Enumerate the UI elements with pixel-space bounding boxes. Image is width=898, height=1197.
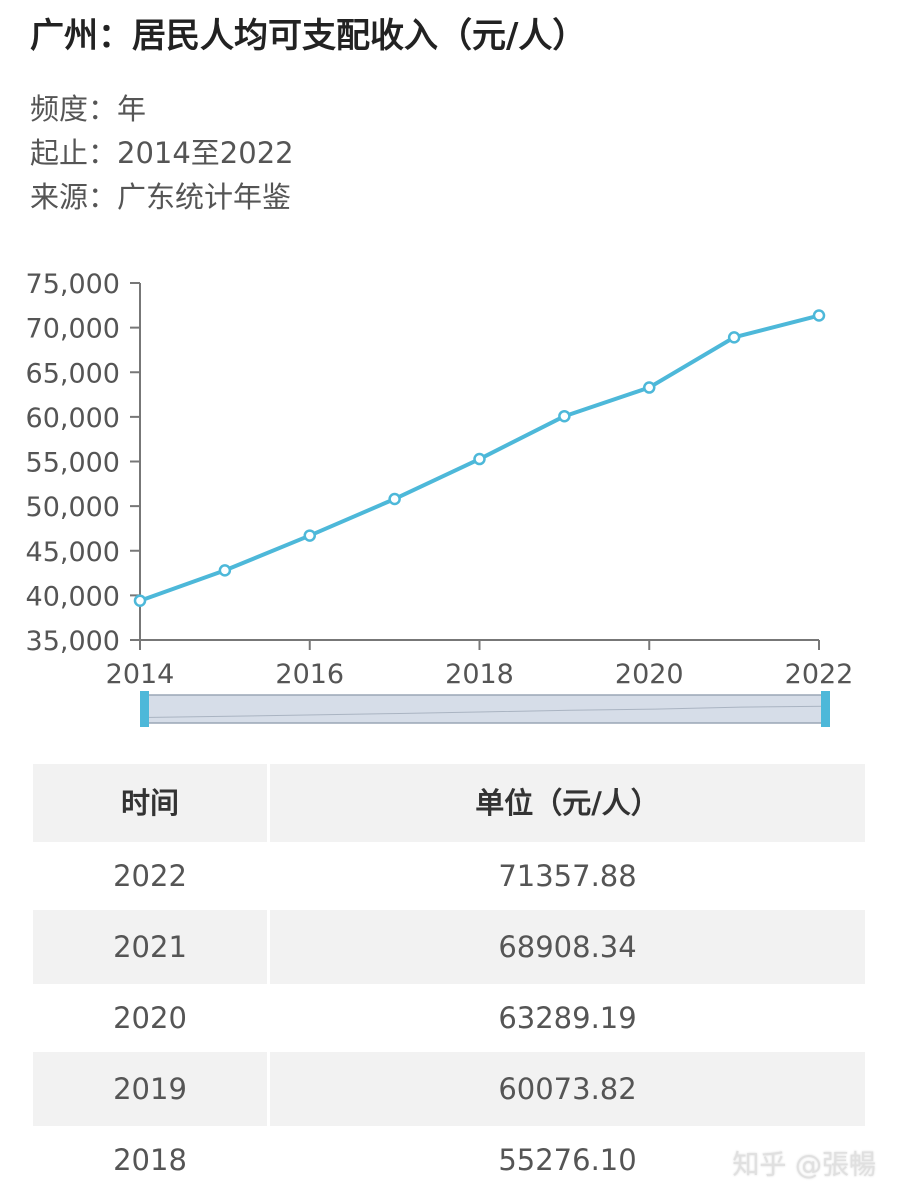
zoom-mini-trend bbox=[143, 705, 827, 718]
table-cell-year: 2021 bbox=[30, 911, 270, 982]
data-point bbox=[643, 381, 656, 394]
y-tick-label: 45,000 bbox=[26, 537, 120, 568]
zoom-handle-left[interactable] bbox=[140, 691, 149, 727]
data-point bbox=[133, 594, 147, 607]
table-cell-value: 71357.88 bbox=[267, 840, 868, 911]
table-row: 2021 68908.34 bbox=[30, 911, 868, 982]
table-cell-year: 2019 bbox=[30, 1053, 270, 1124]
table-cell-value: 60073.82 bbox=[267, 1053, 868, 1124]
table-cell-year: 2020 bbox=[30, 982, 270, 1053]
table-row: 2019 60073.82 bbox=[30, 1053, 868, 1124]
watermark: 知乎 @張暢 bbox=[732, 1150, 876, 1181]
data-point bbox=[388, 492, 401, 506]
y-tick-label: 40,000 bbox=[26, 581, 120, 612]
data-point bbox=[473, 452, 486, 466]
table-cell-year: 2022 bbox=[30, 840, 270, 911]
table-row: 2020 63289.19 bbox=[30, 982, 868, 1053]
table-cell-value: 63289.19 bbox=[267, 982, 868, 1053]
page-title: 广州：居民人均可支配收入（元/人） bbox=[30, 16, 587, 56]
y-tick-label: 70,000 bbox=[26, 314, 120, 345]
x-tick-label: 2022 bbox=[785, 659, 854, 690]
data-table: 时间 单位（元/人） 2022 71357.88 2021 68908.34 2… bbox=[30, 764, 868, 1195]
x-tick-label: 2016 bbox=[275, 659, 344, 690]
data-point bbox=[727, 331, 741, 344]
table-row: 2018 55276.10 bbox=[30, 1124, 868, 1195]
y-tick-label: 60,000 bbox=[26, 403, 120, 434]
table-header-time: 时间 bbox=[30, 764, 270, 840]
line-chart: 35,000 40,000 45,000 50,000 55,000 60,000 65,0… bbox=[26, 269, 854, 727]
table-cell-value: 55276.10 bbox=[267, 1124, 868, 1195]
zoom-range-bar[interactable] bbox=[143, 694, 827, 724]
x-tick-label: 2018 bbox=[445, 659, 514, 690]
data-zoom-slider[interactable] bbox=[140, 691, 830, 727]
data-point bbox=[812, 309, 826, 322]
table-header-unit: 单位（元/人） bbox=[267, 764, 868, 840]
chart-axes: 35,000 40,000 45,000 50,000 55,000 60,000 65,0… bbox=[26, 269, 854, 690]
table-row: 2022 71357.88 bbox=[30, 840, 868, 911]
data-point bbox=[558, 409, 571, 423]
source-label: 来源：广东统计年鉴 bbox=[30, 180, 292, 214]
table-cell-year: 2018 bbox=[30, 1124, 270, 1195]
table-header-row: 时间 单位（元/人） bbox=[30, 764, 868, 840]
x-tick-label: 2020 bbox=[615, 659, 684, 690]
range-label: 起止：2014至2022 bbox=[30, 136, 294, 170]
y-tick-label: 50,000 bbox=[26, 492, 120, 523]
data-point bbox=[218, 564, 232, 577]
table-cell-value: 68908.34 bbox=[267, 911, 868, 982]
y-tick-label: 65,000 bbox=[26, 358, 120, 389]
chart-marks bbox=[133, 309, 826, 607]
y-tick-label: 35,000 bbox=[26, 626, 120, 657]
data-point bbox=[303, 529, 316, 542]
zoom-handle-right[interactable] bbox=[821, 691, 830, 727]
x-tick-label: 2014 bbox=[106, 659, 175, 690]
y-tick-label: 75,000 bbox=[26, 269, 120, 300]
y-tick-label: 55,000 bbox=[26, 448, 120, 479]
frequency-label: 频度：年 bbox=[30, 92, 147, 126]
